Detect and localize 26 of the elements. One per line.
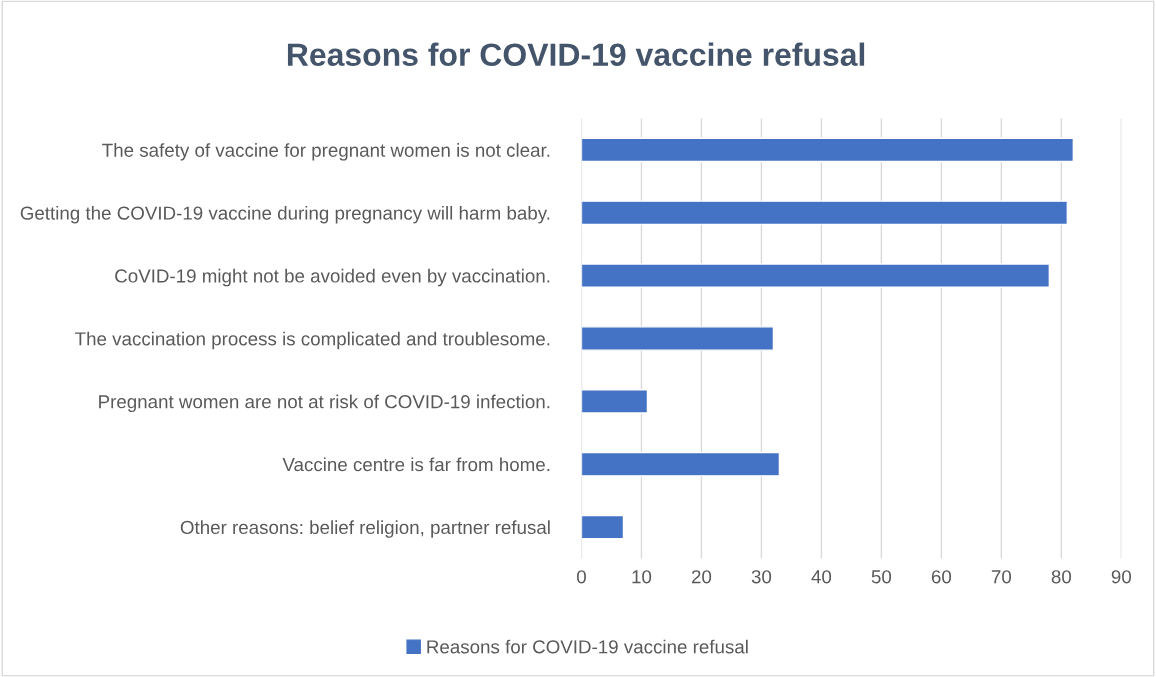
y-tick-label: The safety of vaccine for pregnant women is not clear. — [102, 143, 550, 161]
bar — [581, 451, 781, 477]
y-tick-label: Other reasons: belief religion, partner refusal — [180, 520, 550, 538]
bar — [581, 263, 1051, 288]
y-tick-label: CoVID-19 might not be avoided even by vaccination. — [115, 268, 550, 287]
y-tick-label: Pregnant women are not at risk of COVID-19 infection. — [99, 394, 550, 413]
legend-label: Reasons for COVID-19 vaccine refusal — [427, 639, 748, 654]
y-tick-label: Getting the COVID-19 vaccine during pregnancy will harm baby. — [20, 205, 550, 224]
x-tick-label: 10 — [632, 570, 652, 584]
x-tick-label: 70 — [991, 570, 1012, 584]
bar — [581, 200, 1069, 226]
x-tick-label: 50 — [871, 570, 892, 584]
x-tick-label: 80 — [1051, 570, 1072, 584]
y-tick-label: The vaccination process is complicated and troublesome. — [75, 331, 550, 350]
bar — [581, 137, 1075, 163]
x-tick-label: 0 — [576, 570, 586, 584]
y-tick-label: Vaccine centre is far from home. — [282, 457, 550, 472]
chart-title: Reasons for COVID-19 vaccine refusal — [287, 42, 865, 67]
bar — [581, 389, 649, 414]
bar — [581, 514, 625, 540]
x-tick-label: 90 — [1111, 570, 1132, 584]
bar — [581, 326, 775, 351]
x-tick-label: 40 — [811, 570, 832, 584]
x-tick-label: 30 — [751, 570, 772, 584]
x-tick-label: 60 — [931, 570, 952, 584]
x-tick-label: 20 — [691, 570, 712, 584]
